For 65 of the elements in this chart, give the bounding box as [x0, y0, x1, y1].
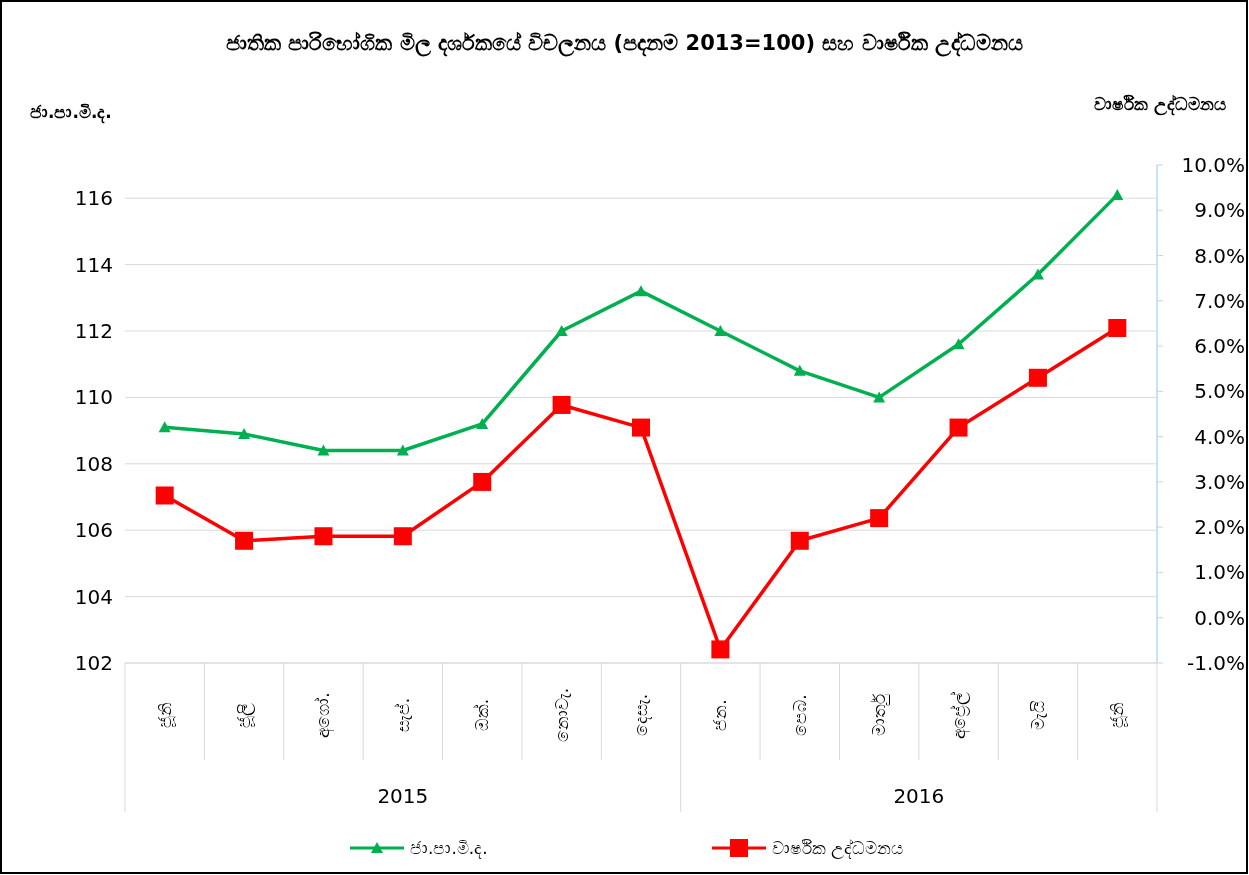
x-tick-label: ජූලි — [234, 702, 256, 728]
point — [235, 531, 254, 550]
y2-tick-label: 4.0% — [1194, 424, 1245, 449]
y2-tick-label: 5.0% — [1194, 379, 1245, 404]
point — [1108, 318, 1127, 337]
text: 2016 — [893, 784, 945, 808]
point — [314, 527, 333, 546]
y-tick-label: 102 — [74, 651, 113, 675]
y2-tick-label: 1.0% — [1194, 560, 1245, 585]
point — [317, 444, 330, 456]
y-axis-title: ජා.පා.මි.ද. — [30, 102, 112, 124]
point — [711, 640, 730, 659]
x-tick-label: ජන. — [710, 699, 731, 731]
point — [714, 325, 727, 336]
point — [393, 527, 412, 546]
point — [238, 427, 251, 439]
y2-tick-label: 0.0% — [1194, 605, 1245, 630]
x-tick-label: මාර්තු — [869, 693, 891, 736]
y2-axis-title: වාර්ෂික උද්ධමනය — [1094, 94, 1226, 116]
chart-title: ජාතික පාරිභෝගික මිල දර්ශකයේ විචලනය (පදනම 2013=100) සහ වාර්ෂික උද්ධමනය — [226, 31, 1023, 57]
y2-tick-label: 3.0% — [1194, 469, 1245, 494]
point — [793, 364, 806, 376]
y2-tick-label: -1.0% — [1186, 651, 1245, 675]
x-tick-label: සැප්. — [392, 697, 413, 733]
point — [1111, 188, 1124, 200]
point — [155, 486, 174, 505]
point — [1028, 368, 1047, 387]
legend-label: ජා.පා.මි.ද. — [410, 838, 488, 859]
y-tick-label: 112 — [74, 319, 113, 343]
y-tick-label: 104 — [74, 584, 113, 609]
point — [952, 338, 965, 350]
y-tick-label: 114 — [74, 252, 113, 277]
x-tick-label: පෙබ. — [789, 694, 810, 736]
x-tick-label: නොවැ. — [551, 687, 572, 743]
y2-tick-label: 8.0% — [1194, 243, 1245, 268]
legend-label: වාර්ෂික උද්ධමනය — [772, 838, 904, 859]
point — [870, 509, 889, 528]
y2-tick-label: 9.0% — [1194, 198, 1245, 223]
y2-tick-label: 2.0% — [1194, 515, 1245, 540]
text: 2015 — [377, 784, 429, 808]
x-tick-label: දෙසැ. — [631, 693, 652, 737]
y2-tick-label: 7.0% — [1194, 288, 1245, 313]
x-tick-label: අප්‍රේල් — [948, 691, 971, 739]
x-tick-label: ජූනි — [1107, 702, 1129, 728]
point — [158, 421, 171, 433]
point — [473, 472, 492, 491]
point — [555, 325, 568, 336]
point — [873, 391, 886, 403]
x-tick-label: අගෝ. — [313, 692, 336, 738]
x-tick-label: මැයි — [1027, 700, 1048, 730]
y-tick-label: 108 — [74, 451, 113, 476]
point — [552, 395, 571, 414]
point — [476, 417, 489, 429]
y-tick-label: 110 — [74, 385, 113, 410]
point — [949, 418, 968, 437]
point — [632, 418, 650, 437]
y-tick-label: 116 — [74, 186, 113, 211]
point — [396, 444, 409, 456]
x-tick-label: ජූනි — [154, 702, 176, 728]
y2-tick-label: 6.0% — [1194, 334, 1245, 359]
point — [635, 285, 647, 297]
y2-tick-label: 10.0% — [1181, 153, 1245, 177]
point — [790, 531, 809, 550]
x-tick-label: ඔක්. — [472, 698, 493, 732]
y-tick-label: 106 — [74, 518, 113, 543]
